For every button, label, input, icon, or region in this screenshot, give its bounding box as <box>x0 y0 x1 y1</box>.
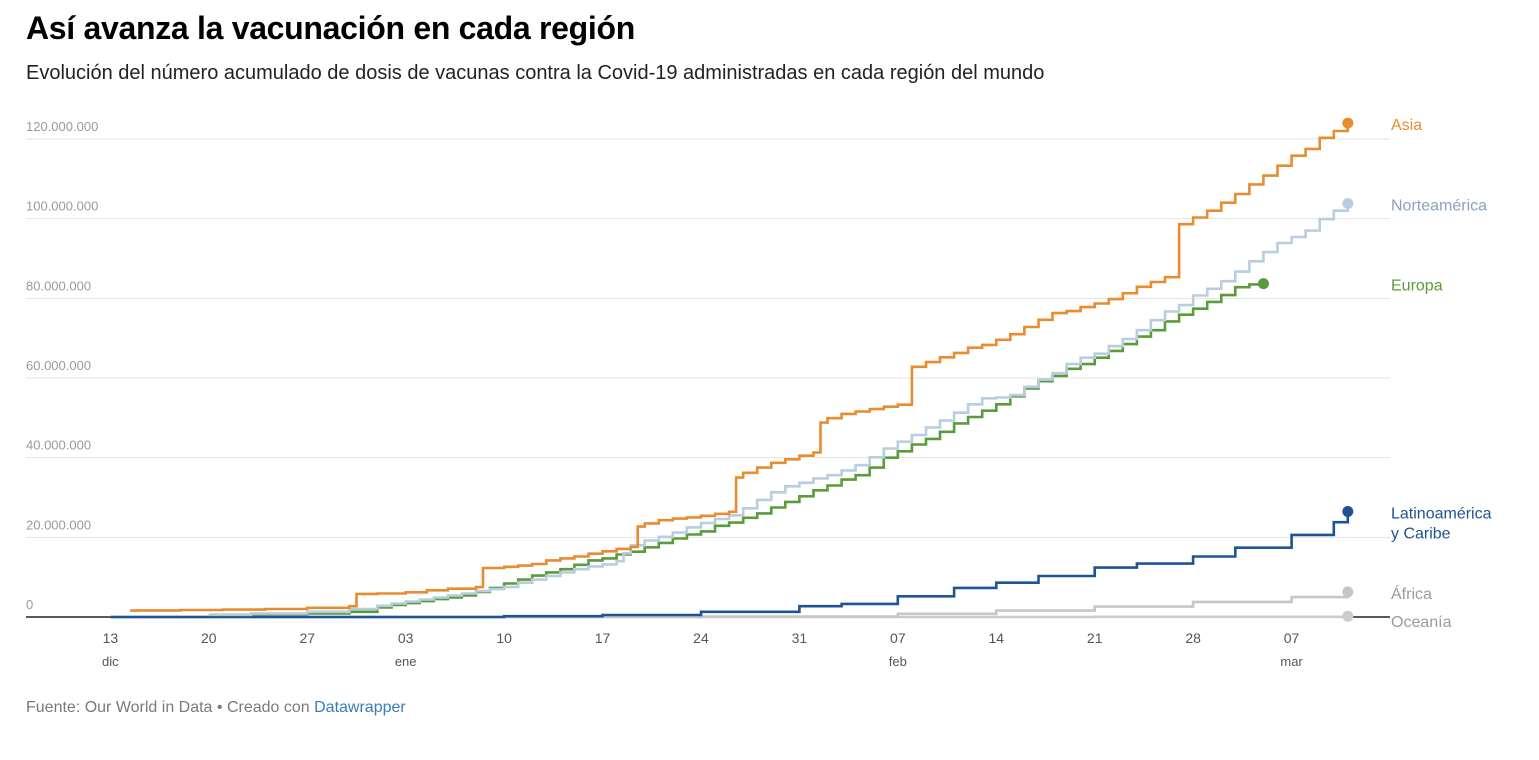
series-line-latinoam-rica-y-caribe <box>110 511 1350 619</box>
x-tick-label: 24 <box>693 630 709 646</box>
series-line--frica <box>110 591 1350 619</box>
series-label: Latinoamérica <box>1391 505 1492 522</box>
footer-source: Fuente: Our World in Data • Creado con <box>26 699 315 716</box>
y-tick-label: 80.000.000 <box>26 278 91 293</box>
x-tick-label: 14 <box>988 630 1004 646</box>
chart-subtitle: Evolución del número acumulado de dosis … <box>26 62 1045 84</box>
grid-layer <box>26 138 1390 618</box>
x-tick-label: 10 <box>496 630 512 646</box>
x-tick-label: 31 <box>792 630 808 646</box>
x-tick-label: 13 <box>103 630 119 646</box>
y-tick-label: 60.000.000 <box>26 358 91 373</box>
x-tick-label: 17 <box>595 630 611 646</box>
x-tick-label: 07 <box>890 630 906 646</box>
series-labels: Asia Norteamérica Europa Latinoamérica y Car… <box>1257 117 1492 631</box>
series-label: África <box>1391 584 1432 603</box>
y-tick-label: 120.000.000 <box>26 119 98 134</box>
x-month-label: ene <box>395 654 417 669</box>
y-tick-label: 0 <box>26 597 33 612</box>
series-label: Oceanía <box>1391 614 1452 631</box>
chart-svg: 0 20.000.000 40.000.000 60.000.000 80.000.00… <box>26 117 1492 669</box>
x-tick-label: 07 <box>1284 630 1300 646</box>
series-label: y Caribe <box>1391 525 1451 542</box>
series-end-dot <box>1342 117 1354 129</box>
series-end-dot <box>1342 610 1354 622</box>
footer: Fuente: Our World in Data • Creado con D… <box>26 699 406 717</box>
y-tick-label: 20.000.000 <box>26 517 91 532</box>
datawrapper-link[interactable]: Datawrapper <box>314 699 406 716</box>
series-label: Norteamérica <box>1391 198 1487 215</box>
series-line-europa <box>208 283 1265 617</box>
series-line-asia <box>130 123 1350 612</box>
chart-title: Así avanza la vacunación en cada región <box>26 10 635 46</box>
x-tick-label: 03 <box>398 630 414 646</box>
series-label: Europa <box>1391 278 1443 295</box>
y-axis: 0 20.000.000 40.000.000 60.000.000 80.000.00… <box>26 119 98 612</box>
x-month-label: mar <box>1280 654 1303 669</box>
series-line-norteam-rica <box>208 203 1350 616</box>
y-tick-label: 40.000.000 <box>26 438 91 453</box>
x-tick-label: 21 <box>1087 630 1103 646</box>
series-end-dot <box>1257 278 1269 290</box>
x-axis: 13 dic 20 27 03 ene 10 17 24 31 07 feb 14 21 28 07 mar <box>102 630 1303 669</box>
series-lines <box>110 123 1350 619</box>
series-end-dot <box>1342 505 1354 517</box>
series-end-dot <box>1342 198 1354 210</box>
x-month-label: feb <box>889 654 907 669</box>
y-tick-label: 100.000.000 <box>26 199 98 214</box>
series-end-dot <box>1342 586 1354 598</box>
series-label: Asia <box>1391 117 1422 134</box>
x-month-label: dic <box>102 654 119 669</box>
x-tick-label: 27 <box>299 630 315 646</box>
x-tick-label: 28 <box>1185 630 1201 646</box>
x-tick-label: 20 <box>201 630 217 646</box>
